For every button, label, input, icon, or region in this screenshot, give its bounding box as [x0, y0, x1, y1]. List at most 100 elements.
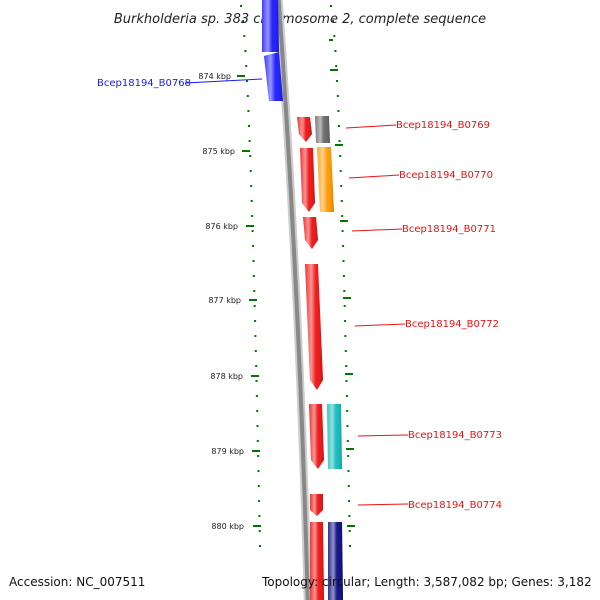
gene-b0769-feature[interactable]: [315, 116, 330, 143]
gene-b0768-gloss: [264, 52, 283, 101]
red-gene-gloss: [300, 148, 315, 212]
gene-b0771-feature[interactable]: [303, 217, 318, 249]
tick-878: 878 kbp: [210, 372, 259, 381]
scale-dot: [340, 185, 343, 187]
gene-b0768-label[interactable]: Bcep18194_B0768: [97, 78, 191, 89]
tick-label: 880 kbp: [211, 522, 244, 531]
gene-b0774-gloss: [310, 494, 323, 516]
scale-dot: [242, 20, 244, 22]
gene-b0769-leader: [345, 124, 397, 129]
navy-gene-feature[interactable]: [328, 522, 343, 600]
scale-dot: [252, 260, 255, 262]
scale-dot: [257, 455, 260, 457]
red-gene-feature[interactable]: [309, 404, 324, 469]
scale-dot: [343, 305, 346, 307]
scale-dot: [256, 440, 259, 442]
navy-gene-gloss: [328, 522, 343, 600]
scale-dot-ring: [240, 5, 351, 547]
backbone: [276, 0, 310, 600]
scale-dot: [255, 380, 258, 382]
red-gene-gloss: [309, 404, 324, 469]
gene-b0770-gloss: [317, 147, 334, 212]
gene-b0769-label[interactable]: Bcep18194_B0769: [396, 120, 490, 131]
gene-b0772-label[interactable]: Bcep18194_B0772: [405, 319, 499, 330]
tick-label: 878 kbp: [210, 372, 243, 381]
scale-dot: [342, 245, 345, 247]
scale-dot: [346, 425, 349, 427]
scale-dot: [251, 230, 254, 232]
scale-dot: [345, 380, 348, 382]
scale-dot: [346, 410, 349, 412]
scale-dot: [341, 230, 344, 232]
scale-dot: [255, 365, 258, 367]
tick-label: 877 kbp: [208, 296, 241, 305]
scale-dot: [342, 275, 345, 277]
scale-dot: [254, 335, 257, 337]
scale-dot: [243, 35, 246, 37]
scale-dot: [246, 95, 249, 97]
gene-b0770-feature[interactable]: [317, 147, 334, 212]
scale-dot: [349, 545, 351, 547]
scale-dot: [341, 215, 344, 217]
scale-dot: [257, 485, 260, 487]
topology-text: Topology: circular; Length: 3,587,082 bp…: [261, 575, 592, 589]
scale-dot: [254, 320, 257, 322]
scale-dot: [258, 530, 261, 532]
tick-874: 874 kbp: [198, 72, 245, 81]
red-gene-feature[interactable]: [300, 148, 315, 212]
scale-dot: [252, 245, 255, 247]
scale-dot: [247, 110, 250, 112]
gene-b0771-leader: [351, 228, 403, 232]
scale-dot: [249, 155, 252, 157]
gene-b0771-gloss: [303, 217, 318, 249]
scale-dot: [333, 35, 336, 37]
gene-b0768-feature[interactable]: [262, 0, 283, 101]
tick-label: 879 kbp: [211, 447, 244, 456]
gene-b0774-label[interactable]: Bcep18194_B0774: [408, 500, 502, 511]
map-title: Burkholderia sp. 383 chromosome 2, compl…: [114, 12, 486, 27]
gene-b0772-feature[interactable]: [305, 264, 323, 390]
tick-label: 875 kbp: [202, 147, 235, 156]
gene-b0774-feature[interactable]: [310, 494, 323, 516]
scale-dot: [332, 20, 334, 22]
scale-dot: [248, 125, 250, 127]
gene-b0773-label[interactable]: Bcep18194_B0773: [408, 430, 502, 441]
scale-dot: [256, 410, 259, 412]
scale-dot: [256, 425, 259, 427]
gene-b0773-feature[interactable]: [327, 404, 342, 469]
scale-dot: [255, 395, 258, 397]
scale-dot: [347, 455, 350, 457]
scale-dot: [338, 125, 340, 127]
scale-dot: [340, 200, 343, 202]
tick-877: 877 kbp: [208, 296, 257, 305]
scale-dot: [348, 515, 351, 517]
scale-dot: [249, 170, 252, 172]
scale-dot: [345, 365, 348, 367]
gene-b0770-label[interactable]: Bcep18194_B0770: [399, 170, 493, 181]
scale-dot: [245, 65, 248, 67]
scale-dot: [258, 500, 261, 502]
scale-dot: [251, 215, 254, 217]
scale-dot: [344, 320, 347, 322]
scale-dot: [345, 395, 348, 397]
scale-dot: [339, 170, 342, 172]
scale-dot: [334, 50, 337, 52]
red-gene-feature[interactable]: [297, 117, 312, 142]
gene-b0772-leader: [354, 323, 406, 327]
scale-dot: [336, 95, 339, 97]
gene-b0773-leader: [357, 434, 409, 437]
scale-dot: [347, 470, 350, 472]
gene-b0771-label[interactable]: Bcep18194_B0771: [402, 224, 496, 235]
tick-876: 876 kbp: [205, 222, 254, 231]
gene-b0774-leader: [357, 503, 409, 506]
scale-dot: [342, 260, 345, 262]
tick-label: 874 kbp: [198, 72, 231, 81]
red-gene-gloss: [310, 522, 324, 600]
scale-dot: [253, 305, 256, 307]
red-gene-feature[interactable]: [310, 522, 324, 600]
scale-dot: [343, 290, 346, 292]
gene-b0772-gloss: [305, 264, 323, 390]
gene-b0773-gloss: [327, 404, 342, 469]
scale-dot: [257, 470, 260, 472]
